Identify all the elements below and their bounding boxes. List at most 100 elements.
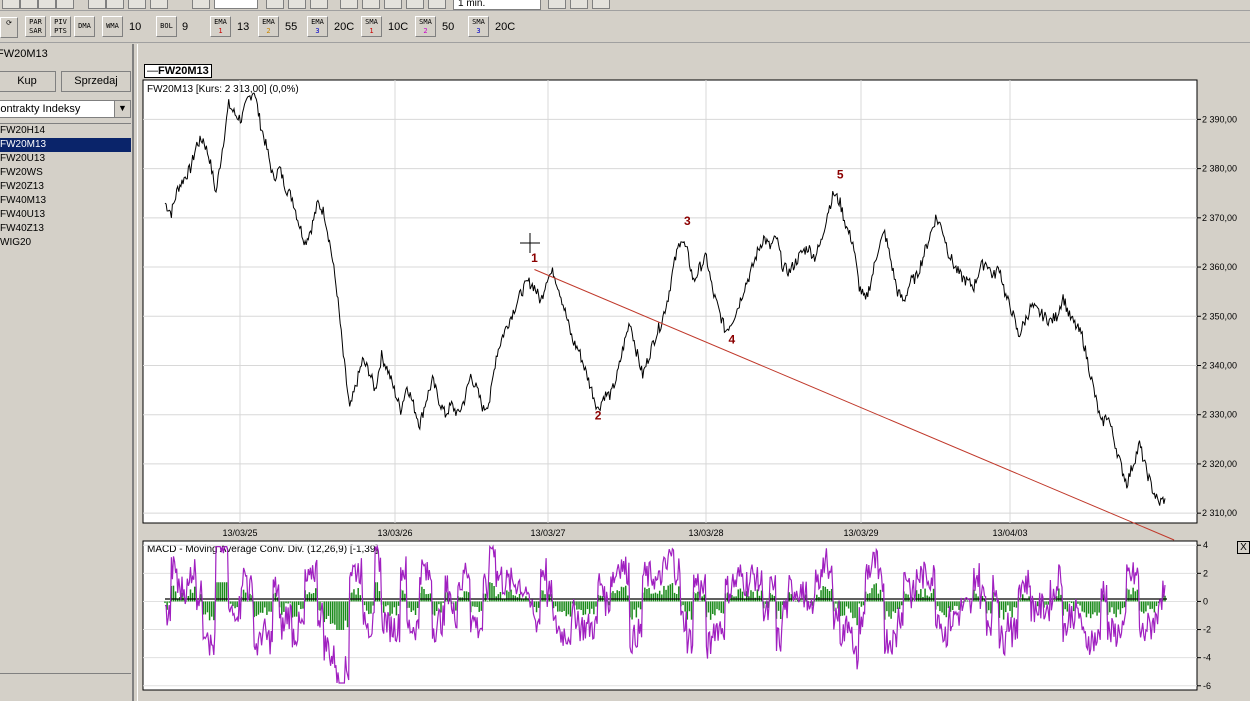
- tool-button[interactable]: [20, 0, 38, 9]
- y-tick-label: 2 310,00: [1202, 508, 1237, 518]
- sell-button[interactable]: Sprzedaj: [61, 71, 131, 92]
- indicator-ema-3[interactable]: EMA 3: [307, 16, 328, 37]
- zoom-in-icon[interactable]: [128, 0, 146, 9]
- instrument-list-item[interactable]: FW40Z13: [0, 223, 44, 234]
- indicator-toolbar: ⟳ PAR SAR PIV PTS DMA WMA 10 BOL 9 EMA 1 13…: [0, 12, 1250, 43]
- refresh-icon[interactable]: ⟳: [0, 17, 18, 38]
- bar-chart-icon[interactable]: [310, 0, 328, 9]
- dropdown-field[interactable]: [214, 0, 258, 9]
- top-toolbar: 1 min.: [0, 0, 1250, 11]
- instrument-list: FW20H14 FW20M13 FW20U13 FW20WS FW20Z13 FW40M1…: [0, 123, 131, 673]
- y-tick-label: 2 340,00: [1202, 360, 1237, 370]
- zoom-out-icon[interactable]: [150, 0, 168, 9]
- wave-labels: 1 2 3 4 5: [531, 167, 844, 422]
- wave-label: 2: [595, 409, 602, 423]
- x-tick-label: 13/03/27: [530, 528, 565, 538]
- timeframe-select[interactable]: 1 min.: [453, 0, 541, 10]
- price-pane[interactable]: [142, 79, 1198, 524]
- indicator-bol-value: 9: [182, 21, 189, 33]
- crosshair-cursor-icon: [520, 233, 540, 253]
- tool-button[interactable]: [106, 0, 124, 9]
- indicator-sma-3[interactable]: SMA 3: [468, 16, 489, 37]
- instrument-list-item[interactable]: FW20M13: [0, 138, 131, 152]
- instrument-list-item[interactable]: FW40U13: [0, 209, 46, 220]
- wave-label: 4: [729, 332, 736, 346]
- macd-y-axis: 4 2 0 -2 -4 -6: [1197, 540, 1211, 691]
- indicator-dma[interactable]: DMA: [74, 16, 95, 37]
- x-tick-label: 13/04/03: [992, 528, 1027, 538]
- indicator-wma-value: 10: [129, 21, 142, 33]
- indicator-sma-2[interactable]: SMA 2: [415, 16, 436, 37]
- chart-tab[interactable]: —FW20M13: [144, 64, 212, 78]
- instrument-list-item[interactable]: WIG20: [0, 237, 32, 248]
- wave-label: 1: [531, 251, 538, 265]
- x-tick-label: 13/03/26: [377, 528, 412, 538]
- instrument-list-item[interactable]: FW20H14: [0, 125, 46, 136]
- window-layout-icon[interactable]: [570, 0, 588, 9]
- y-tick-label: 2 320,00: [1202, 459, 1237, 469]
- x-tick-label: 13/03/28: [688, 528, 723, 538]
- instrument-list-item[interactable]: FW20WS: [0, 167, 43, 178]
- indicator-bol[interactable]: BOL: [156, 16, 177, 37]
- y-tick-label: 4: [1203, 540, 1208, 550]
- x-tick-label: 13/03/25: [222, 528, 257, 538]
- category-select-value: Kontrakty Indeksy: [0, 103, 81, 115]
- indicator-ema-3-value: 20C: [334, 21, 355, 33]
- y-tick-label: -4: [1203, 653, 1211, 663]
- price-pane-header: FW20M13 [Kurs: 2 313,00] (0,0%): [147, 84, 299, 95]
- candle-chart-icon[interactable]: [288, 0, 306, 9]
- indicator-ema-1[interactable]: EMA 1: [210, 16, 231, 37]
- indicator-sma-1[interactable]: SMA 1: [361, 16, 382, 37]
- macd-pane-header: MACD - Moving Average Conv. Div. (12,26,…: [147, 544, 378, 555]
- wave-label: 3: [684, 214, 691, 228]
- price-y-axis: 2 310,00 2 320,00 2 330,00 2 340,00 2 350,00…: [1197, 114, 1237, 518]
- tool-button[interactable]: [406, 0, 424, 9]
- indicator-sma-1-value: 10C: [388, 21, 409, 33]
- instrument-list-item[interactable]: FW40M13: [0, 195, 47, 206]
- buy-button[interactable]: Kup: [0, 71, 56, 92]
- chart-tab-label: FW20M13: [158, 65, 209, 77]
- line-chart-icon[interactable]: [266, 0, 284, 9]
- tool-button[interactable]: [192, 0, 210, 9]
- indicator-wma[interactable]: WMA: [102, 16, 123, 37]
- y-tick-label: -2: [1203, 625, 1211, 635]
- window-layout-icon[interactable]: [592, 0, 610, 9]
- price-x-axis: 13/03/25 13/03/26 13/03/27 13/03/28 13/03/29…: [222, 528, 1027, 538]
- instrument-title: FW20M13: [0, 48, 48, 60]
- y-tick-label: 2 380,00: [1202, 164, 1237, 174]
- tool-button[interactable]: [2, 0, 20, 9]
- indicator-par-sar[interactable]: PAR SAR: [25, 16, 46, 37]
- x-tick-label: 13/03/29: [843, 528, 878, 538]
- y-tick-label: 2 370,00: [1202, 213, 1237, 223]
- tool-button[interactable]: [56, 0, 74, 9]
- indicator-ema-2[interactable]: EMA 2: [258, 16, 279, 37]
- indicator-ema-1-value: 13: [237, 21, 250, 33]
- tool-button[interactable]: [340, 0, 358, 9]
- tool-button[interactable]: [428, 0, 446, 9]
- y-tick-label: 2 360,00: [1202, 262, 1237, 272]
- y-tick-label: -6: [1203, 681, 1211, 691]
- instrument-list-item[interactable]: FW20U13: [0, 153, 46, 164]
- wave-label: 5: [837, 167, 844, 181]
- instrument-list-item[interactable]: FW20Z13: [0, 181, 44, 192]
- y-tick-label: 2 350,00: [1202, 311, 1237, 321]
- close-icon[interactable]: X: [1237, 541, 1250, 554]
- tool-button[interactable]: [38, 0, 56, 9]
- y-tick-label: 2 390,00: [1202, 114, 1237, 124]
- chevron-down-icon[interactable]: ▼: [114, 101, 130, 117]
- y-tick-label: 2 330,00: [1202, 410, 1237, 420]
- tool-button[interactable]: [362, 0, 380, 9]
- trendline: [534, 269, 1175, 541]
- macd-line: [164, 544, 1166, 684]
- y-tick-label: 2: [1203, 568, 1208, 578]
- indicator-piv-pts[interactable]: PIV PTS: [50, 16, 71, 37]
- indicator-sma-2-value: 50: [442, 21, 455, 33]
- tool-button[interactable]: [88, 0, 106, 9]
- tool-button[interactable]: [384, 0, 402, 9]
- window-layout-icon[interactable]: [548, 0, 566, 9]
- macd-pane[interactable]: [142, 540, 1198, 691]
- instrument-panel: FW20M13 Kup Sprzedaj Kontrakty Indeksy ▼…: [0, 44, 134, 701]
- category-select[interactable]: Kontrakty Indeksy ▼: [0, 100, 131, 118]
- price-line: [164, 92, 1166, 506]
